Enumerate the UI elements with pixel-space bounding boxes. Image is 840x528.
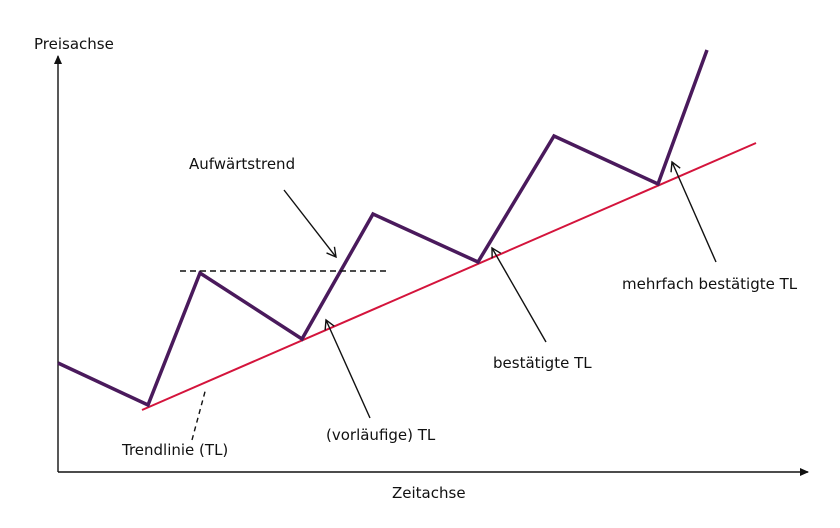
tentative-tl-label: (vorläufige) TL <box>326 426 436 444</box>
multi-confirmed-tl-label: mehrfach bestätigte TL <box>622 275 798 293</box>
multi-confirmed-tl-arrow <box>670 160 717 263</box>
trendline <box>141 142 757 411</box>
price-line <box>57 49 709 408</box>
tentative-tl-arrow <box>324 318 371 419</box>
y-axis-label: Preisachse <box>34 35 114 53</box>
trendline-label: Trendlinie (TL) <box>121 441 228 459</box>
uptrend-label: Aufwärtstrend <box>189 155 295 173</box>
uptrend-arrow <box>283 189 337 259</box>
trendline-pointer-dashed <box>191 387 207 441</box>
confirmed-tl-arrow <box>491 246 547 343</box>
x-axis-label: Zeitachse <box>392 484 466 502</box>
confirmed-tl-label: bestätigte TL <box>493 354 592 372</box>
